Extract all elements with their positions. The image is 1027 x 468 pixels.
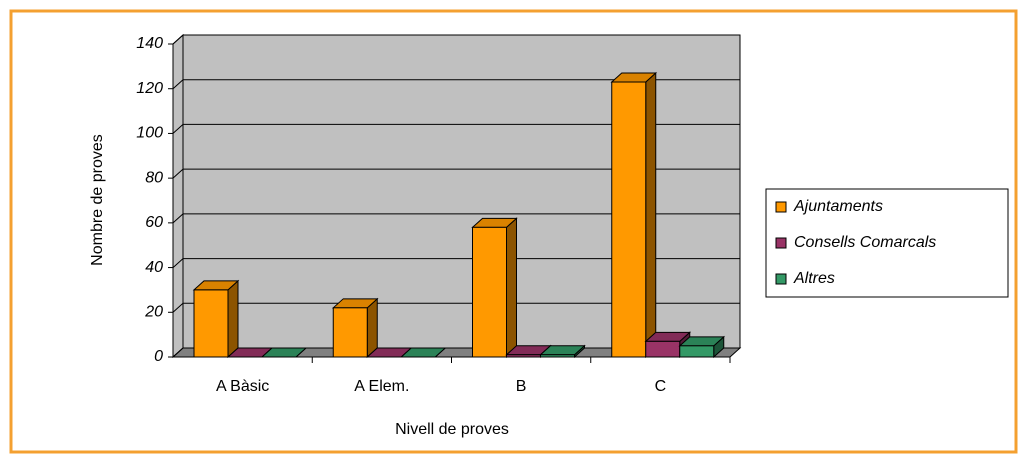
side-wall [172, 33, 184, 359]
legend-label: Ajuntaments [793, 198, 883, 215]
bar [193, 289, 229, 358]
y-tick-label: 0 [154, 348, 163, 365]
x-tick-label: A Bàsic [216, 378, 269, 395]
bar-side [506, 217, 517, 359]
grid-line [172, 34, 740, 45]
bar-top [399, 347, 447, 358]
back-wall [182, 34, 741, 349]
legend-swatch [775, 237, 787, 249]
legend-label: Altres [793, 270, 835, 287]
bar [472, 226, 507, 358]
x-tick-label: A Elem. [354, 378, 409, 395]
bar [506, 354, 541, 358]
bar [645, 340, 681, 358]
grid-line [172, 213, 740, 224]
y-tick-label: 140 [136, 35, 163, 52]
bar [611, 81, 647, 358]
legend-swatch [775, 273, 787, 285]
y-tick-label: 80 [145, 169, 163, 186]
y-tick-label: 20 [144, 304, 163, 321]
y-axis-title: Nombre de proves [89, 134, 106, 266]
bar-top [260, 347, 308, 358]
bar [679, 345, 715, 358]
grid-line [172, 258, 740, 268]
bar-side [227, 279, 239, 359]
legend-label: Consells Comarcals [794, 234, 936, 251]
grid-line [172, 168, 740, 179]
grid-line [172, 302, 740, 313]
bar [540, 354, 575, 358]
legend-box [765, 188, 1009, 298]
bar-side [366, 297, 378, 359]
bar [332, 307, 368, 358]
legend-swatch [775, 201, 787, 213]
x-tick-label: C [655, 378, 667, 395]
y-tick-label: 60 [145, 214, 163, 231]
y-tick-label: 100 [136, 125, 163, 142]
x-tick-label: B [516, 378, 527, 395]
grid-line [172, 79, 740, 90]
bar-side [645, 71, 657, 359]
y-tick-label: 40 [145, 259, 163, 276]
grid-line [172, 123, 740, 134]
x-axis-title: Nivell de proves [395, 421, 509, 438]
y-tick-label: 120 [136, 80, 163, 97]
